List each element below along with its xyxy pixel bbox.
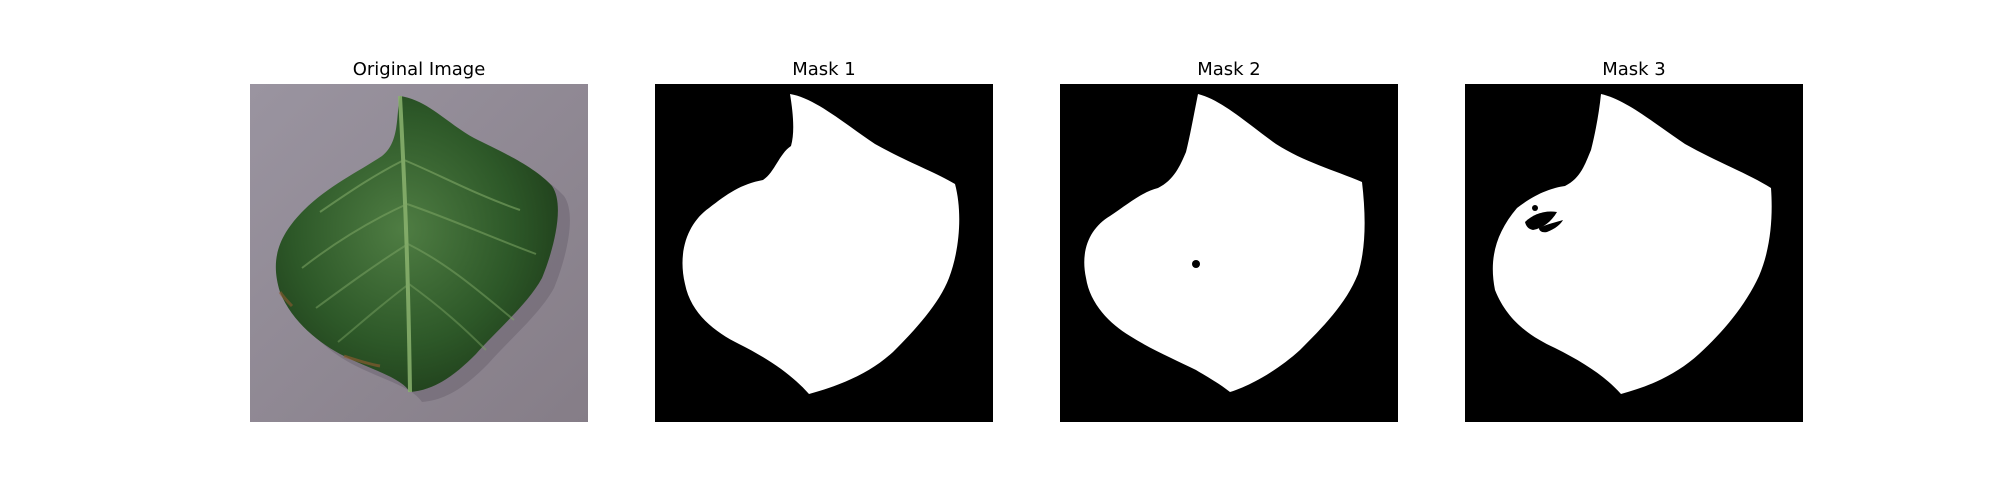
original-leaf-image [250,84,588,422]
mask-3-image [1465,84,1803,422]
original-image-title: Original Image [352,59,486,80]
mask-1-image [655,84,993,422]
mask-3-title: Mask 3 [1602,59,1666,80]
mask-2-title: Mask 2 [1197,59,1261,80]
mask-2-image [1060,84,1398,422]
mask-1-title: Mask 1 [792,59,856,80]
